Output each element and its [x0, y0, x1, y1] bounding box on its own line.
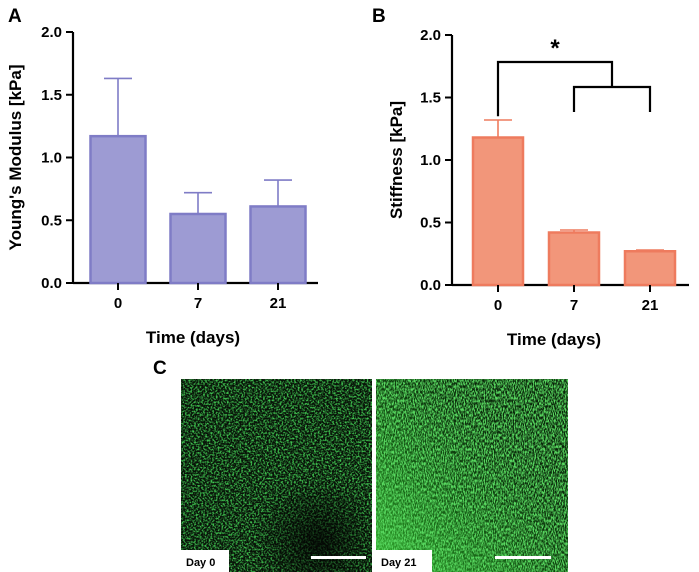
micrograph-day-21: Day 21	[376, 379, 568, 572]
y-tick-label: 2.0	[420, 27, 441, 44]
panel-label-c: C	[153, 358, 167, 379]
youngs-modulus-chart: 0.0 0.5 1.0 1.5 2.0 0 7 21 Time (days) Young's Mo…	[6, 24, 318, 347]
x-tick-label: 21	[642, 297, 659, 314]
y-tick-label: 0.0	[41, 275, 62, 292]
y-tick-label: 0.5	[420, 215, 441, 232]
bar	[547, 231, 601, 287]
y-axis-title: Young's Modulus [kPa]	[6, 64, 25, 250]
y-tick-label: 1.5	[420, 90, 441, 107]
micrograph-day-0: Day 0	[181, 379, 372, 572]
micrograph-label: Day 21	[381, 557, 416, 569]
micrograph-label-box	[181, 550, 229, 572]
bar	[471, 136, 525, 287]
significance-bracket	[572, 85, 652, 112]
bar	[89, 134, 147, 285]
bar	[623, 250, 677, 287]
panel-label-b: B	[372, 6, 386, 27]
y-tick-label: 2.0	[41, 24, 62, 41]
x-tick-label: 0	[114, 295, 122, 312]
y-axis-title: Stiffness [kPa]	[387, 101, 406, 219]
significance-star: *	[550, 35, 560, 62]
x-axis-title: Time (days)	[146, 328, 240, 347]
x-axis-title: Time (days)	[507, 330, 601, 349]
micrograph-label-box	[376, 550, 432, 572]
y-tick-label: 1.0	[420, 152, 441, 169]
micrograph-label: Day 0	[186, 557, 215, 569]
y-tick-label: 0.0	[420, 277, 441, 294]
y-tick-label: 1.5	[41, 87, 62, 104]
y-tick-label: 0.5	[41, 212, 62, 229]
significance-bracket	[496, 60, 614, 117]
bar	[169, 212, 227, 285]
x-tick-label: 7	[570, 297, 578, 314]
scale-bar	[311, 556, 366, 559]
x-tick-label: 21	[270, 295, 287, 312]
x-tick-label: 7	[194, 295, 202, 312]
scale-bar	[495, 556, 551, 559]
y-tick-label: 1.0	[41, 150, 62, 167]
bar	[249, 205, 307, 285]
stiffness-chart: 0.0 0.5 1.0 1.5 2.0 0 7 21 Time (days) Stiffness …	[387, 27, 689, 349]
panel-label-a: A	[8, 6, 22, 27]
x-tick-label: 0	[494, 297, 502, 314]
